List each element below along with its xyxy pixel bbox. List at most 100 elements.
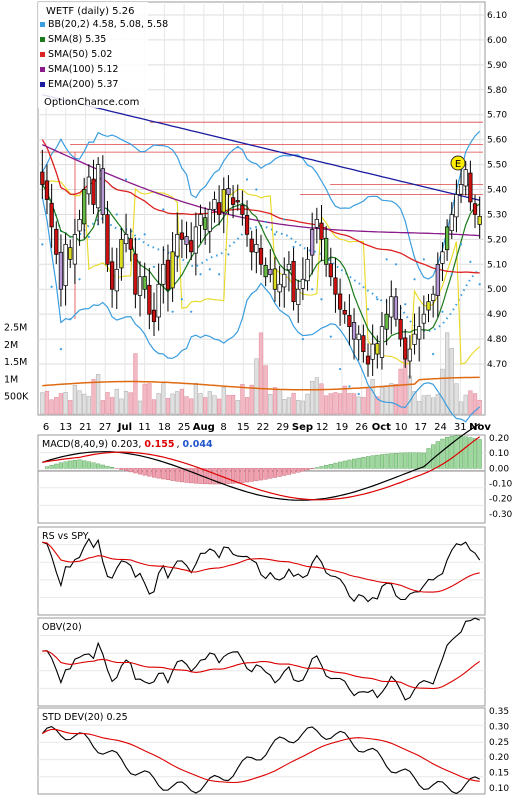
volume-bar: [152, 400, 156, 414]
macd-histogram-bar: [106, 466, 110, 468]
macd-histogram-bar: [301, 468, 305, 471]
macd-histogram-bar: [427, 448, 431, 468]
date-tick-label: Oct: [372, 422, 391, 433]
macd-histogram-bar: [264, 468, 268, 479]
sar-dot: [227, 253, 229, 255]
candle-body: [459, 185, 463, 195]
sar-dot: [283, 218, 285, 220]
sar-dot: [302, 338, 304, 340]
earnings-marker-label: E: [455, 159, 461, 170]
candle-body: [441, 252, 445, 264]
price-tick-label: 5.80: [487, 86, 507, 96]
volume-bar: [203, 397, 207, 414]
macd-histogram-bar: [45, 467, 49, 469]
macd-histogram-bar: [120, 468, 124, 469]
macd-tick-label: 0.20: [489, 434, 509, 444]
macd-histogram-bar: [82, 461, 86, 469]
candle-body: [338, 294, 342, 309]
volume-bar: [417, 401, 421, 414]
macd-histogram-bar: [259, 468, 263, 480]
macd-histogram-bar: [413, 453, 417, 469]
sar-dot: [274, 233, 276, 235]
macd-histogram-bar: [306, 468, 310, 470]
volume-bar: [352, 394, 356, 414]
candle-body: [371, 344, 375, 359]
macd-histogram-bar: [50, 465, 54, 468]
macd-histogram-bar: [157, 468, 161, 478]
candle-body: [148, 285, 152, 314]
price-tick-label: 5.70: [487, 111, 507, 121]
candle-body: [455, 194, 459, 216]
sar-dot: [423, 258, 425, 260]
price-tick-label: 5.30: [487, 210, 507, 220]
macd-histogram-bar: [371, 456, 375, 469]
volume-bar: [459, 402, 463, 414]
sar-dot: [190, 311, 192, 313]
candle-body: [464, 170, 468, 186]
candle-body: [399, 319, 403, 339]
macd-histogram-bar: [296, 468, 300, 472]
candle-body: [143, 276, 147, 289]
macd-histogram-bar: [54, 464, 58, 468]
macd-histogram-bar: [357, 458, 361, 468]
sar-dot: [78, 278, 80, 280]
date-tick-label: 22: [257, 422, 270, 433]
date-tick-label: 18: [158, 422, 171, 433]
legend-swatch: [40, 52, 45, 57]
volume-bar: [50, 400, 54, 414]
volume-bar: [45, 391, 49, 414]
sar-dot: [441, 311, 443, 313]
volume-bar: [175, 391, 179, 414]
candle-body: [385, 314, 389, 329]
volume-bar: [82, 394, 86, 414]
candle-body: [417, 327, 421, 339]
date-tick-label: 6: [43, 422, 49, 433]
legend-swatch: [40, 82, 45, 87]
volume-bar: [92, 379, 96, 414]
candle-body: [282, 274, 286, 287]
macd-histogram-bar: [338, 462, 342, 468]
macd-tick-label: -0.20: [489, 495, 513, 505]
volume-bar: [431, 398, 435, 414]
volume-bar: [120, 399, 124, 414]
macd-histogram-bar: [194, 468, 198, 483]
sar-dot: [320, 298, 322, 300]
macd-histogram-bar: [64, 462, 68, 469]
volume-bar: [422, 396, 426, 414]
candle-body: [287, 264, 291, 270]
candle-body: [115, 269, 119, 291]
macd-histogram-bar: [431, 445, 435, 469]
date-tick-label: 29: [276, 422, 289, 433]
price-tick-label: 5.60: [487, 136, 507, 146]
volume-bar: [134, 354, 138, 414]
volume-bar: [199, 393, 203, 414]
macd-histogram-bar: [348, 460, 352, 468]
volume-bar: [268, 394, 272, 414]
volume-bar: [180, 389, 184, 414]
volume-bar: [408, 376, 412, 414]
sar-dot: [386, 258, 388, 260]
macd-histogram-bar: [59, 463, 63, 469]
volume-bar: [161, 384, 165, 414]
macd-histogram-bar: [254, 468, 258, 480]
date-tick-label: Jul: [117, 422, 132, 433]
candle-body: [227, 189, 231, 195]
macd-value-1: 0.155: [144, 439, 174, 450]
macd-histogram-bar: [171, 468, 175, 480]
macd-histogram-bar: [78, 460, 82, 469]
macd-histogram-bar: [147, 468, 151, 476]
macd-histogram-bar: [417, 453, 421, 469]
candle-body: [45, 181, 49, 200]
volume-bar: [231, 395, 235, 414]
volume-bar: [348, 393, 352, 414]
candle-body: [50, 203, 54, 227]
volume-bar: [292, 393, 296, 414]
date-tick-label: Sep: [292, 422, 313, 433]
macd-histogram-bar: [96, 464, 100, 468]
macd-histogram-bar: [366, 456, 370, 468]
volume-bar: [366, 388, 370, 414]
stddev-tick-label: 0.20: [489, 753, 509, 763]
candle-body: [241, 205, 245, 214]
macd-histogram-bar: [134, 468, 138, 473]
